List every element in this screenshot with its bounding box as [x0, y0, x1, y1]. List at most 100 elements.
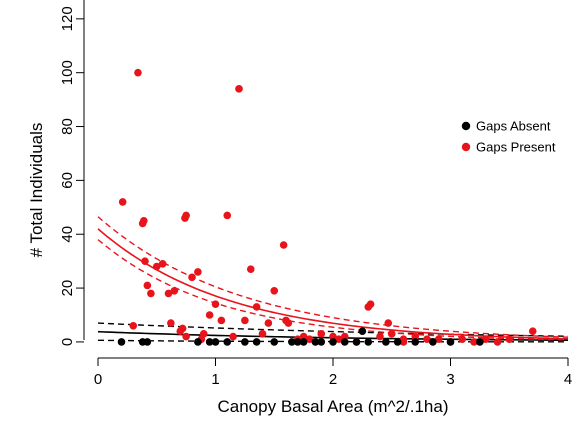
- data-point: [340, 332, 349, 341]
- y-axis-title: # Total Individuals: [27, 123, 46, 258]
- data-point: [141, 257, 149, 265]
- legend-marker: [461, 142, 471, 152]
- x-tick-label: 4: [564, 371, 572, 388]
- data-point: [329, 338, 337, 346]
- data-point: [211, 300, 220, 309]
- data-point: [264, 319, 273, 327]
- y-tick-label: 0: [59, 338, 76, 346]
- data-point: [188, 273, 196, 282]
- y-tick-label: 40: [59, 226, 76, 243]
- data-point: [140, 216, 148, 225]
- data-point: [229, 332, 237, 341]
- data-point: [117, 338, 126, 346]
- data-point: [258, 330, 267, 338]
- y-tick-label: 80: [59, 118, 76, 135]
- data-point: [329, 332, 337, 341]
- data-point: [223, 211, 232, 220]
- data-point: [399, 338, 408, 346]
- data-point: [158, 260, 167, 268]
- x-tick-label: 3: [446, 371, 454, 388]
- data-point: [270, 338, 279, 346]
- data-point: [352, 338, 361, 346]
- x-tick-label: 0: [94, 371, 102, 388]
- data-point: [170, 286, 179, 295]
- x-tick-label: 1: [211, 371, 219, 388]
- fit-curve: [97, 228, 569, 340]
- data-point: [446, 338, 455, 346]
- legend: Gaps Absent Gaps Present: [461, 119, 556, 155]
- data-point: [505, 335, 514, 344]
- legend-marker: [461, 121, 471, 131]
- data-point: [143, 281, 152, 290]
- data-point: [143, 338, 152, 346]
- data-point: [164, 289, 173, 298]
- data-point: [382, 338, 390, 346]
- data-point: [470, 338, 478, 346]
- data-point: [241, 316, 249, 325]
- data-point: [387, 330, 396, 338]
- data-point: [241, 338, 249, 346]
- data-point: [411, 332, 420, 341]
- y-tick-label: 120: [59, 6, 76, 31]
- data-point: [305, 335, 314, 344]
- data-point: [252, 303, 261, 311]
- y-tick-label: 60: [59, 172, 76, 189]
- data-point: [147, 289, 155, 298]
- data-point: [178, 324, 187, 333]
- data-point: [366, 300, 375, 309]
- data-point: [384, 319, 393, 327]
- data-point: [252, 338, 261, 346]
- data-point: [205, 338, 214, 346]
- data-point: [182, 211, 190, 220]
- data-point: [246, 265, 255, 274]
- data-point: [205, 311, 214, 319]
- data-point: [235, 85, 243, 93]
- data-point: [340, 338, 349, 346]
- data-point: [288, 338, 296, 346]
- data-point: [118, 198, 127, 206]
- data-point: [493, 338, 502, 346]
- data-point: [476, 338, 484, 346]
- data-point: [317, 330, 326, 338]
- y-axis-ticks: 0 20 40 60 80 100 120: [59, 6, 84, 346]
- data-point: [211, 338, 220, 346]
- data-point: [423, 335, 431, 344]
- data-point: [311, 338, 320, 346]
- data-point: [429, 338, 437, 346]
- data-point: [299, 338, 308, 346]
- y-tick-label: 20: [59, 280, 76, 297]
- legend-label: Gaps Absent: [476, 119, 551, 134]
- data-point: [270, 286, 279, 295]
- ci-upper-curve: [97, 216, 569, 338]
- data-point: [528, 327, 537, 335]
- data-point: [284, 319, 293, 327]
- legend-label: Gaps Present: [476, 140, 556, 155]
- data-point: [393, 338, 402, 346]
- data-point: [458, 335, 467, 344]
- data-point: [376, 332, 384, 341]
- data-point: [134, 68, 142, 77]
- data-point: [279, 241, 288, 249]
- data-points: [117, 68, 537, 346]
- x-axis-ticks: 0 1 2 3 4: [94, 358, 572, 388]
- data-point: [299, 332, 308, 341]
- data-point: [167, 319, 175, 327]
- data-point: [217, 316, 226, 325]
- data-point: [481, 335, 490, 344]
- data-point: [358, 327, 367, 335]
- x-tick-label: 2: [329, 371, 337, 388]
- ci-upper-curve: [97, 322, 569, 337]
- data-point: [364, 338, 373, 346]
- data-point: [194, 338, 202, 346]
- data-point: [335, 335, 343, 344]
- data-point: [129, 321, 138, 330]
- y-tick-label: 100: [59, 60, 76, 85]
- x-axis-title: Canopy Basal Area (m^2/.1ha): [218, 397, 449, 416]
- data-point: [223, 338, 232, 346]
- data-point: [194, 268, 202, 276]
- data-point: [317, 338, 326, 346]
- data-point: [434, 335, 443, 344]
- data-point: [182, 332, 190, 341]
- data-point: [293, 338, 302, 346]
